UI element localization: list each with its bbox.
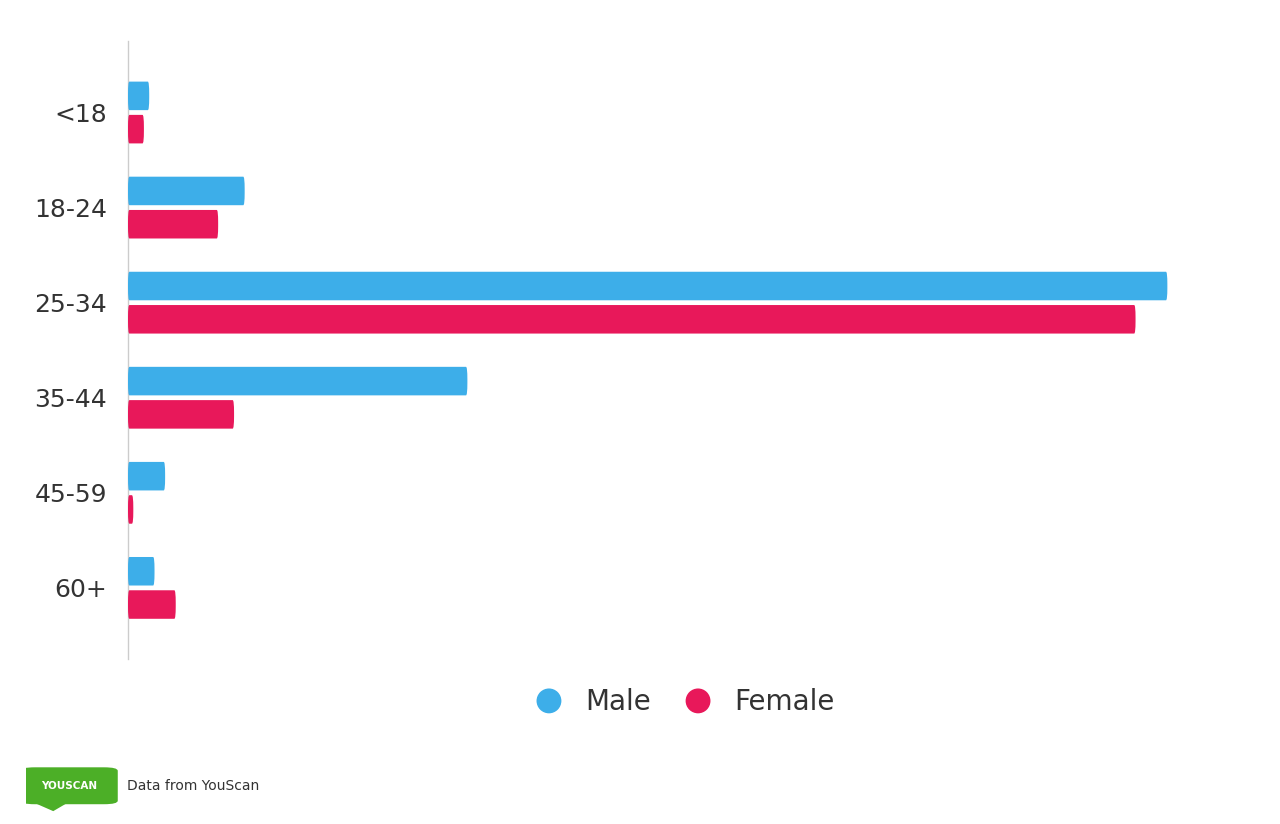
- Polygon shape: [35, 803, 67, 811]
- FancyBboxPatch shape: [128, 367, 467, 396]
- FancyBboxPatch shape: [128, 272, 1167, 300]
- FancyBboxPatch shape: [128, 176, 244, 205]
- Legend: Male, Female: Male, Female: [507, 661, 863, 744]
- FancyBboxPatch shape: [20, 767, 118, 804]
- FancyBboxPatch shape: [128, 305, 1135, 334]
- FancyBboxPatch shape: [128, 590, 175, 619]
- FancyBboxPatch shape: [128, 557, 155, 586]
- FancyBboxPatch shape: [128, 462, 165, 490]
- FancyBboxPatch shape: [128, 82, 150, 110]
- FancyBboxPatch shape: [128, 495, 133, 524]
- FancyBboxPatch shape: [128, 115, 143, 143]
- Text: YOUSCAN: YOUSCAN: [41, 781, 97, 791]
- FancyBboxPatch shape: [128, 210, 218, 238]
- FancyBboxPatch shape: [128, 400, 234, 428]
- Text: Data from YouScan: Data from YouScan: [127, 779, 260, 793]
